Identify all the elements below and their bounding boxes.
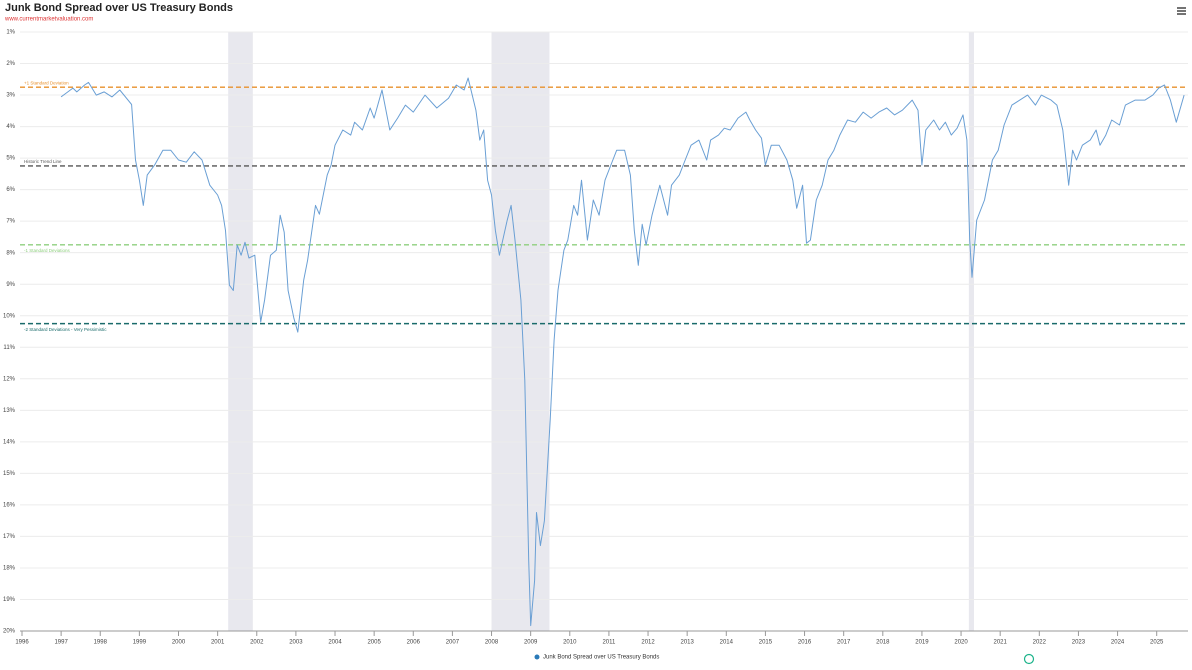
y-tick-label: 7% <box>6 219 15 225</box>
x-tick-label: 2009 <box>524 640 538 646</box>
shaded-range <box>968 32 974 631</box>
y-tick-label: 20% <box>3 629 16 635</box>
y-tick-label: 3% <box>6 93 15 99</box>
shaded-range <box>228 32 253 631</box>
x-tick-label: 2019 <box>915 640 929 646</box>
y-tick-label: 14% <box>3 439 16 445</box>
y-tick-label: 13% <box>3 408 16 414</box>
y-tick-label: 18% <box>3 566 16 572</box>
x-tick-label: 2008 <box>485 640 499 646</box>
shaded-range <box>491 32 550 631</box>
x-tick-label: 2007 <box>446 640 460 646</box>
x-tick-label: 1996 <box>15 640 29 646</box>
x-tick-label: 2005 <box>367 640 381 646</box>
y-tick-label: 5% <box>6 156 15 162</box>
series-line <box>60 77 1185 627</box>
legend-item[interactable]: Junk Bond Spread over US Treasury Bonds <box>534 654 660 661</box>
y-tick-label: 6% <box>6 187 15 193</box>
x-tick-label: 2011 <box>602 640 616 646</box>
x-tick-label: 2010 <box>563 640 577 646</box>
x-tick-label: 1999 <box>133 640 147 646</box>
x-tick-label: 2016 <box>798 640 812 646</box>
y-tick-label: 8% <box>6 250 15 256</box>
y-tick-label: 19% <box>3 597 16 603</box>
x-tick-label: 2017 <box>837 640 851 646</box>
x-tick-label: 2002 <box>250 640 264 646</box>
x-tick-label: 2012 <box>641 640 655 646</box>
y-tick-label: 10% <box>3 313 16 319</box>
chart-subtitle: www.currentmarketvaluation.com <box>4 17 93 23</box>
y-tick-label: 9% <box>6 282 15 288</box>
x-tick-label: 2013 <box>680 640 694 646</box>
y-tick-label: 17% <box>3 534 16 540</box>
x-tick-label: 2021 <box>994 640 1008 646</box>
x-tick-label: 2000 <box>172 640 186 646</box>
badge-icon <box>1023 653 1035 665</box>
x-tick-label: 2020 <box>954 640 968 646</box>
x-tick-label: 2004 <box>328 640 342 646</box>
y-tick-label: 11% <box>3 345 15 351</box>
x-tick-label: 2024 <box>1111 640 1125 646</box>
y-tick-label: 4% <box>6 124 15 130</box>
x-tick-label: 2023 <box>1072 640 1086 646</box>
x-tick-label: 2001 <box>211 640 225 646</box>
x-tick-label: 1997 <box>54 640 68 646</box>
reference-label: -1 Standard Deviations <box>24 248 71 253</box>
y-tick-label: 15% <box>3 471 16 477</box>
x-tick-label: 2006 <box>407 640 421 646</box>
x-tick-label: 2025 <box>1150 640 1164 646</box>
reference-label: Historic Trend Line <box>24 159 62 164</box>
x-tick-label: 2014 <box>720 640 734 646</box>
x-tick-label: 2022 <box>1033 640 1047 646</box>
x-tick-label: 1998 <box>94 640 108 646</box>
y-tick-label: 2% <box>6 61 15 67</box>
reference-label: -2 Standard Deviations - Very Pessimisti… <box>24 327 107 332</box>
reference-label: +1 Standard Deviation <box>24 80 69 85</box>
menu-button[interactable] <box>1174 4 1188 18</box>
x-tick-label: 2015 <box>759 640 773 646</box>
legend-marker <box>534 654 540 660</box>
x-tick-label: 2018 <box>876 640 890 646</box>
y-tick-label: 16% <box>3 502 16 508</box>
y-tick-label: 12% <box>3 376 16 382</box>
y-tick-label: 1% <box>6 30 15 36</box>
chart-title: Junk Bond Spread over US Treasury Bonds <box>5 2 233 14</box>
legend-label: Junk Bond Spread over US Treasury Bonds <box>543 655 659 661</box>
x-tick-label: 2003 <box>289 640 303 646</box>
